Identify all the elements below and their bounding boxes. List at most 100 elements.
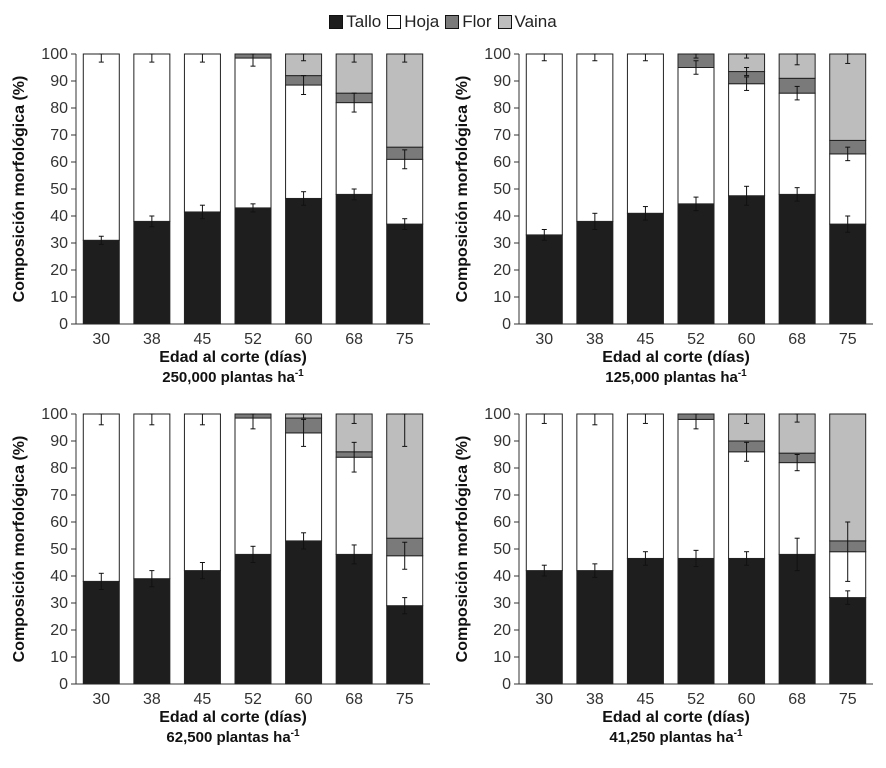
y-tick-label: 0 — [502, 676, 511, 693]
y-tick-label: 50 — [50, 181, 68, 198]
bar-tallo-38 — [133, 220, 171, 325]
legend-swatch-tallo — [329, 15, 344, 29]
bar-tallo-30 — [525, 234, 563, 325]
y-tick-label: 70 — [50, 127, 68, 144]
bar-tallo-30 — [525, 570, 563, 685]
bar-tallo-38 — [133, 578, 171, 685]
bar-hoja-60 — [728, 451, 766, 559]
bar-tallo-75 — [829, 223, 867, 325]
chart-125000: Composición morfológica (%) 0 10 20 30 40 50 60… — [454, 46, 873, 386]
x-tick-label: 60 — [738, 691, 756, 708]
bar-tallo-52 — [234, 553, 272, 685]
bar-tallo-30 — [82, 239, 120, 325]
caption-superscript: -1 — [734, 728, 743, 739]
bar-hoja-75 — [829, 153, 867, 225]
y-tick-label: 100 — [41, 406, 68, 423]
panel-caption: 41,250 plantas ha-1 — [609, 728, 743, 746]
x-tick-label: 45 — [194, 691, 212, 708]
chart-41250: Composición morfológica (%) 0 10 20 30 40 50 60… — [454, 406, 873, 746]
y-tick-label: 100 — [41, 46, 68, 63]
y-tick-label: 60 — [50, 154, 68, 171]
y-tick-label: 100 — [484, 406, 511, 423]
bar-hoja-60 — [728, 83, 766, 197]
bar-hoja-38 — [576, 53, 614, 222]
x-tick-label: 68 — [345, 331, 363, 348]
y-tick-label: 10 — [50, 289, 68, 306]
bar-hoja-68 — [335, 102, 373, 195]
panel-caption: 250,000 plantas ha-1 — [162, 368, 304, 386]
x-tick-label: 68 — [788, 331, 806, 348]
legend-swatch-flor — [445, 15, 460, 29]
caption-superscript: -1 — [291, 728, 300, 739]
bar-tallo-75 — [386, 605, 424, 685]
bar-tallo-45 — [183, 211, 221, 325]
y-tick-label: 0 — [59, 316, 68, 333]
bar-hoja-68 — [778, 92, 816, 195]
y-tick-label: 20 — [493, 262, 511, 279]
bar-tallo-45 — [626, 212, 664, 325]
y-tick-label: 20 — [50, 262, 68, 279]
bar-hoja-52 — [677, 418, 715, 559]
y-tick-label: 70 — [493, 487, 511, 504]
bar-tallo-52 — [677, 557, 715, 685]
y-tick-label: 80 — [493, 460, 511, 477]
bar-tallo-68 — [335, 553, 373, 685]
bar-hoja-30 — [525, 53, 563, 236]
bar-tallo-45 — [626, 557, 664, 685]
x-tick-label: 38 — [586, 331, 604, 348]
x-tick-label: 60 — [295, 691, 313, 708]
bar-hoja-52 — [677, 67, 715, 205]
x-axis-title: Edad al corte (días) — [159, 709, 307, 726]
bar-tallo-52 — [234, 207, 272, 325]
caption-text: 250,000 plantas ha — [162, 369, 295, 386]
bar-tallo-52 — [677, 203, 715, 325]
y-tick-label: 90 — [50, 433, 68, 450]
caption-text: 62,500 plantas ha — [166, 729, 291, 746]
chart-62500: Composición morfológica (%) 0 10 20 30 40 50 60… — [11, 406, 430, 746]
x-tick-label: 52 — [244, 331, 262, 348]
bar-hoja-38 — [133, 413, 171, 580]
y-tick-label: 80 — [493, 100, 511, 117]
x-tick-label: 45 — [637, 691, 655, 708]
y-tick-label: 90 — [493, 433, 511, 450]
bar-hoja-38 — [576, 413, 614, 572]
y-tick-label: 60 — [50, 514, 68, 531]
bar-hoja-30 — [82, 413, 120, 582]
chart-250000: Composición morfológica (%) 0 10 20 30 40 50 60… — [11, 46, 430, 386]
y-tick-label: 20 — [50, 622, 68, 639]
x-tick-label: 45 — [637, 331, 655, 348]
legend-label-tallo: Tallo — [346, 12, 382, 31]
bar-hoja-45 — [626, 53, 664, 214]
panel-caption: 62,500 plantas ha-1 — [166, 728, 300, 746]
chart-panel-250000: Composición morfológica (%) 0 10 20 30 40 50 60… — [0, 38, 443, 395]
x-axis-title: Edad al corte (días) — [159, 349, 307, 366]
legend-label-hoja: Hoja — [404, 12, 440, 31]
x-tick-label: 52 — [687, 691, 705, 708]
y-tick-label: 50 — [493, 541, 511, 558]
x-tick-label: 30 — [92, 691, 110, 708]
legend-label-flor: Flor — [462, 12, 492, 31]
bar-tallo-60 — [285, 197, 323, 325]
y-tick-label: 20 — [493, 622, 511, 639]
x-tick-label: 68 — [788, 691, 806, 708]
y-tick-label: 50 — [50, 541, 68, 558]
legend-label-vaina: Vaina — [514, 12, 557, 31]
bar-tallo-60 — [728, 557, 766, 685]
chart-panel-125000: Composición morfológica (%) 0 10 20 30 40 50 60… — [443, 38, 886, 395]
x-tick-label: 60 — [295, 331, 313, 348]
y-tick-label: 90 — [493, 73, 511, 90]
bar-tallo-60 — [728, 195, 766, 325]
bar-vaina-75 — [829, 53, 867, 141]
x-tick-label: 68 — [345, 691, 363, 708]
legend-swatch-hoja — [387, 15, 402, 29]
y-tick-label: 80 — [50, 100, 68, 117]
chart-panel-62500: Composición morfológica (%) 0 10 20 30 40 50 60… — [0, 398, 443, 755]
bar-hoja-52 — [234, 57, 272, 209]
y-tick-label: 40 — [50, 568, 68, 585]
bar-hoja-45 — [183, 413, 221, 572]
x-axis-title: Edad al corte (días) — [602, 709, 750, 726]
y-tick-label: 30 — [50, 235, 68, 252]
legend-item-hoja: Hoja — [387, 12, 439, 32]
y-tick-label: 30 — [493, 235, 511, 252]
caption-text: 125,000 plantas ha — [605, 369, 738, 386]
